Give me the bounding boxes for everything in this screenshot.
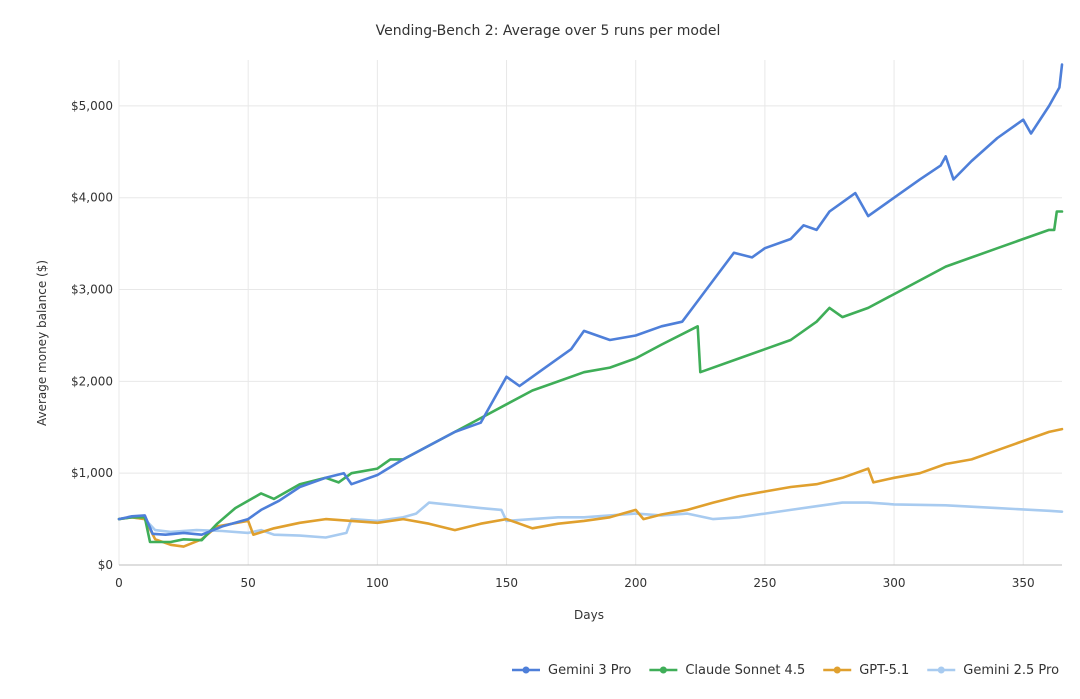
x-tick-label: 200 bbox=[624, 576, 647, 590]
x-tick-label: 250 bbox=[753, 576, 776, 590]
series-line-gemini-2-5-pro bbox=[117, 501, 1064, 539]
y-tick-label: $2,000 bbox=[71, 374, 113, 388]
legend: Gemini 3 Pro Claude Sonnet 4.5 GPT-5.1 Gemi… bbox=[512, 663, 1059, 678]
legend-marker bbox=[659, 666, 667, 674]
legend-item-gemini-2-5-pro: Gemini 2.5 Pro bbox=[927, 663, 1059, 678]
legend-label: GPT-5.1 bbox=[859, 663, 909, 678]
x-tick-label: 300 bbox=[883, 576, 906, 590]
legend-item-claude-sonnet-4-5: Claude Sonnet 4.5 bbox=[649, 663, 805, 678]
y-tick-label: $5,000 bbox=[71, 99, 113, 113]
legend-marker bbox=[833, 666, 841, 674]
x-tick-label: 50 bbox=[241, 576, 256, 590]
chart-title: Vending-Bench 2: Average over 5 runs per… bbox=[376, 23, 721, 39]
legend-label: Gemini 3 Pro bbox=[548, 663, 631, 678]
x-tick-label: 150 bbox=[495, 576, 518, 590]
y-tick-label: $0 bbox=[98, 558, 113, 572]
series-line-gemini-3-pro bbox=[117, 63, 1064, 537]
x-tick-label: 100 bbox=[366, 576, 389, 590]
legend-marker bbox=[937, 666, 945, 674]
x-tick-label: 350 bbox=[1012, 576, 1035, 590]
axes-layer: 0 50 100 150 200 250 300 350 $0 $1,000 $2,000 $3,00… bbox=[71, 99, 1062, 590]
series-line-claude-sonnet-4-5 bbox=[117, 210, 1064, 544]
y-tick-label: $1,000 bbox=[71, 466, 113, 480]
x-axis-label: Days bbox=[574, 608, 604, 622]
x-tick-label: 0 bbox=[115, 576, 123, 590]
y-tick-label: $4,000 bbox=[71, 191, 113, 205]
grid-layer bbox=[118, 60, 1062, 566]
series-layer bbox=[117, 63, 1064, 548]
legend-item-gemini-3-pro: Gemini 3 Pro bbox=[512, 663, 631, 678]
legend-marker bbox=[522, 666, 530, 674]
y-axis-label: Average money balance ($) bbox=[35, 260, 49, 426]
legend-item-gpt-5-1: GPT-5.1 bbox=[823, 663, 909, 678]
legend-label: Gemini 2.5 Pro bbox=[963, 663, 1059, 678]
legend-label: Claude Sonnet 4.5 bbox=[685, 663, 805, 678]
y-tick-label: $3,000 bbox=[71, 283, 113, 297]
